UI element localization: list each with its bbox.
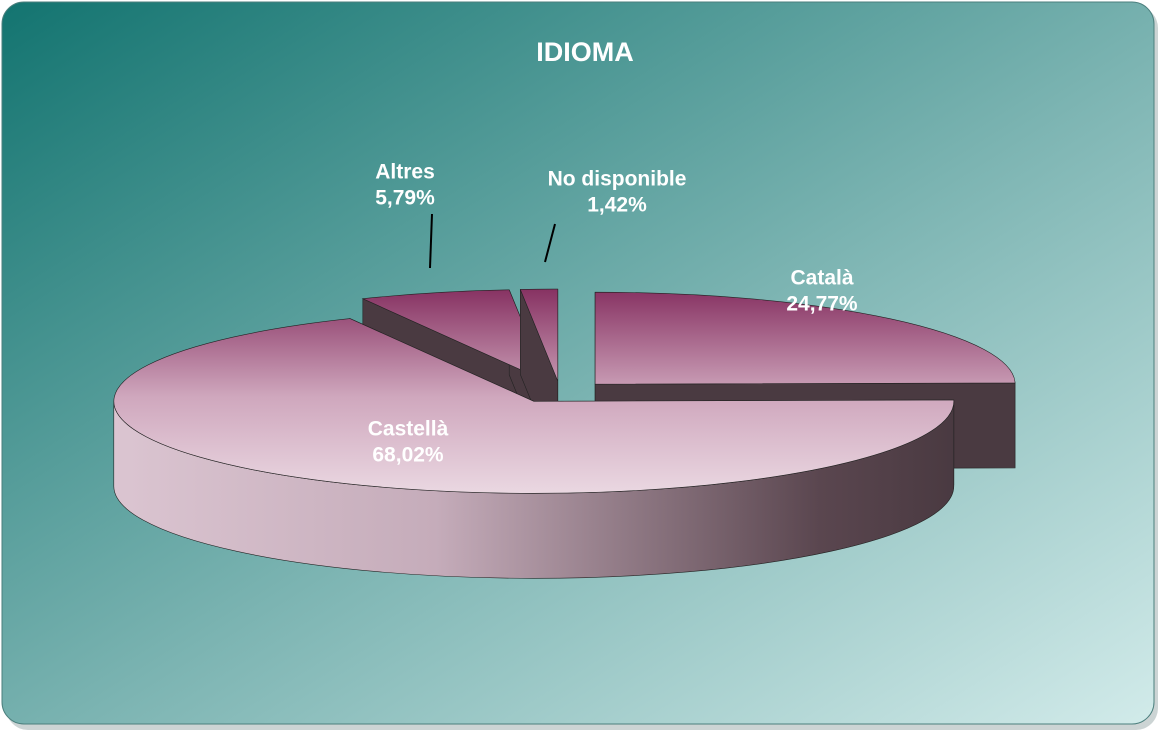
leader-line — [429, 213, 433, 269]
slice-label: Castellà — [368, 418, 449, 441]
pie-slice — [594, 291, 1016, 385]
value-label: 68,02% — [372, 444, 444, 467]
pie-slice — [113, 318, 955, 494]
slice-label: No disponible — [548, 168, 687, 191]
value-label: 5,79% — [375, 187, 435, 210]
value-label: 24,77% — [786, 293, 858, 316]
pie-slice — [519, 288, 559, 382]
slice-label: Altres — [375, 161, 435, 184]
pie-slice — [361, 289, 548, 383]
value-label: 1,42% — [587, 194, 647, 217]
chart-title: IDIOMA — [536, 37, 634, 67]
leader-line — [544, 223, 556, 263]
slice-label: Català — [790, 267, 853, 290]
